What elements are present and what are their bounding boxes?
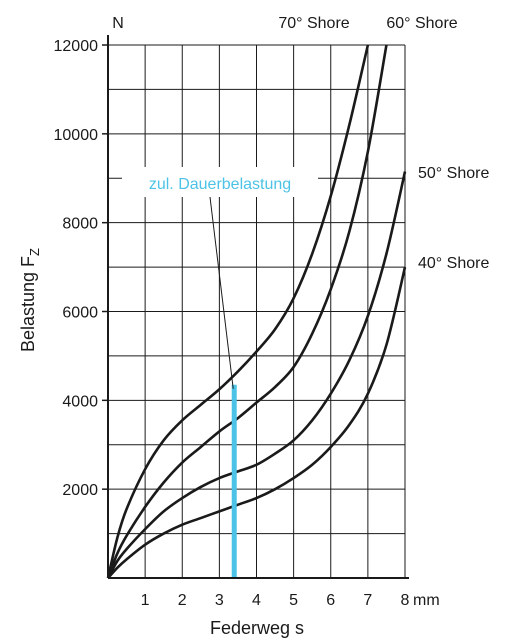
y-tick-label: 2000 — [62, 482, 98, 499]
x-tick-label: 2 — [178, 592, 187, 609]
series-label: 70° Shore — [278, 15, 349, 32]
x-axis-title: Federweg s — [210, 618, 304, 638]
series-label: 40° Shore — [418, 255, 489, 272]
x-unit-label: mm — [413, 592, 440, 609]
y-axis-title-subscript: Z — [27, 248, 42, 256]
labels: N mm Federweg s Belastung FZ 2000 4000 600… — [18, 15, 489, 638]
x-tick-label: 5 — [289, 592, 298, 609]
annotation-background — [122, 167, 318, 197]
y-axis-title-main: Belastung F — [18, 256, 38, 352]
series-label: 60° Shore — [386, 15, 457, 32]
y-tick-label: 8000 — [62, 216, 98, 233]
series-line — [106, 44, 388, 579]
y-tick-label: 12000 — [54, 38, 99, 55]
annotation-label: zul. Dauerbelastung — [149, 176, 291, 193]
grid — [108, 44, 406, 578]
y-tick-label: 6000 — [62, 305, 98, 322]
axes — [102, 35, 409, 579]
x-tick-label: 7 — [363, 592, 372, 609]
series-line — [106, 171, 407, 579]
y-unit-label: N — [112, 15, 124, 32]
series-label: 50° Shore — [418, 165, 489, 182]
x-tick-label: 6 — [326, 592, 335, 609]
y-tick-label: 4000 — [62, 393, 98, 410]
y-axis-title: Belastung FZ — [18, 248, 42, 352]
annotation-leader — [209, 196, 234, 389]
x-tick-label: 4 — [252, 592, 261, 609]
x-tick-label: 1 — [141, 592, 150, 609]
continuous-load-limit: zul. Dauerbelastung — [122, 167, 318, 578]
series-line — [107, 266, 407, 579]
y-tick-label: 10000 — [54, 127, 99, 144]
x-tick-label: 3 — [215, 592, 224, 609]
x-tick-label: 8 — [401, 592, 410, 609]
